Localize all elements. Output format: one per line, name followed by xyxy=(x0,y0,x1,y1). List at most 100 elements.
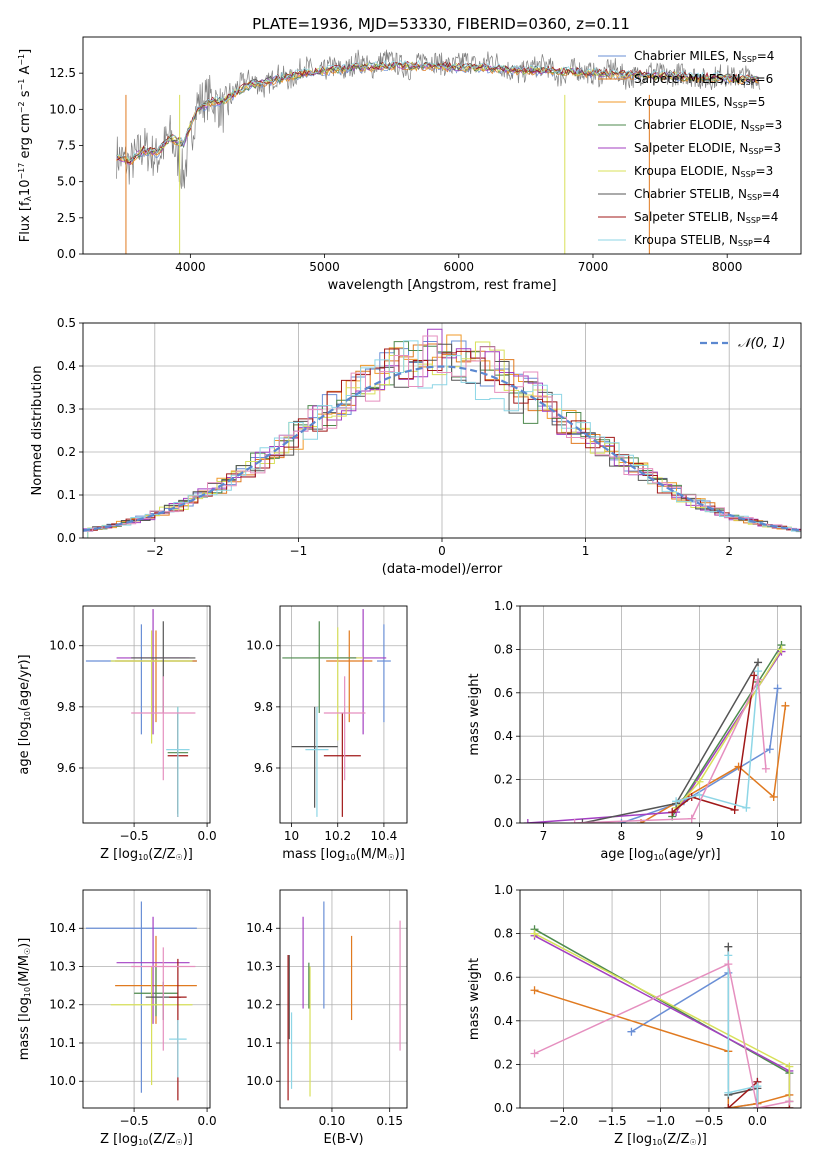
x-tick-label: 0.0 xyxy=(198,829,217,843)
weight-line xyxy=(527,651,783,823)
weight-marker xyxy=(742,803,751,812)
x-tick-label: 0 xyxy=(438,544,446,558)
plot-area xyxy=(85,901,197,1101)
x-tick-label: −2.0 xyxy=(549,1114,578,1128)
legend-label: Kroupa MILES, NSSP=5 xyxy=(634,95,765,110)
weight-line xyxy=(640,705,787,823)
weight-line xyxy=(534,989,790,1108)
axes-frame xyxy=(279,889,408,1109)
y-tick-label: 9.6 xyxy=(254,761,273,775)
x-tick-label: 0.0 xyxy=(198,1114,217,1128)
y-tick-label: 2.5 xyxy=(57,211,76,225)
panel-age-vs-mass: 10 10.2 10.4 9.6 9.8 10.0 mass [log10(M/M☉)] xyxy=(246,605,408,862)
x-axis-label: age [log10(age/yr)] xyxy=(600,847,720,862)
y-axis-label: mass [log10(M/M☉)] xyxy=(17,938,32,1061)
legend-label: Kroupa ELODIE, NSSP=3 xyxy=(634,164,773,179)
gaussian-curve xyxy=(83,365,801,532)
x-tick-label: 10.2 xyxy=(324,829,351,843)
weight-marker xyxy=(617,819,626,823)
weight-marker xyxy=(530,1049,539,1058)
y-tick-label: 0.8 xyxy=(494,642,513,656)
x-tick-label: −1 xyxy=(290,544,308,558)
x-axis-label: E(B-V) xyxy=(323,1132,363,1147)
panel-mass-vs-Z: −0.5 0.0 10.0 10.1 10.2 10.3 10.4 Z [log10(Z/Z☉… xyxy=(17,889,217,1147)
axes-frame xyxy=(279,605,408,824)
y-tick-label: 10.0 xyxy=(49,1074,76,1088)
axes-frame xyxy=(82,889,211,1109)
plot-area xyxy=(116,49,761,254)
x-tick-label: 1 xyxy=(582,544,590,558)
weight-marker xyxy=(754,667,763,676)
y-tick-label: 10.0 xyxy=(49,639,76,653)
weight-marker xyxy=(769,792,778,801)
y-tick-label: 0.0 xyxy=(494,1101,513,1115)
x-tick-label: 0.15 xyxy=(376,1114,403,1128)
weight-line xyxy=(582,662,759,823)
y-tick-label: 0.4 xyxy=(57,359,76,373)
weight-marker xyxy=(687,814,696,823)
weight-marker xyxy=(753,1082,762,1091)
x-tick-label: 10.4 xyxy=(371,829,398,843)
x-tick-label: −0.5 xyxy=(120,829,149,843)
legend-label: Salpeter ELODIE, NSSP=3 xyxy=(634,141,781,156)
y-tick-label: 0.2 xyxy=(57,445,76,459)
weight-marker xyxy=(530,986,539,995)
x-tick-label: 7 xyxy=(540,829,548,843)
y-tick-label: 0.4 xyxy=(494,1014,513,1028)
y-tick-label: 10.2 xyxy=(49,998,76,1012)
x-tick-label: 9 xyxy=(696,829,704,843)
x-axis-label: mass [log10(M/M☉)] xyxy=(282,847,405,862)
x-tick-label: −0.5 xyxy=(120,1114,149,1128)
plot-area xyxy=(287,901,401,1101)
weight-marker xyxy=(730,805,739,814)
panel-mass-weight-vs-age: 7 8 9 10 0.0 0.2 0.4 0.6 0.8 1.0 age [log10(age/yr… xyxy=(467,599,802,862)
model-spectrum xyxy=(116,59,759,162)
legend-label: Chabrier MILES, NSSP=4 xyxy=(634,49,774,64)
x-tick-label: −1.5 xyxy=(597,1114,626,1128)
y-tick-label: 10.2 xyxy=(246,998,273,1012)
y-tick-label: 7.5 xyxy=(57,139,76,153)
y-tick-label: 9.8 xyxy=(57,700,76,714)
axes-frame xyxy=(82,36,802,255)
y-tick-label: 0.0 xyxy=(57,531,76,545)
weight-marker xyxy=(761,764,770,773)
y-tick-label: 10.1 xyxy=(246,1036,273,1050)
x-axis-label: Z [log10(Z/Z☉)] xyxy=(614,1132,707,1147)
weight-marker xyxy=(777,645,786,654)
weight-marker xyxy=(530,929,539,938)
y-tick-label: 0.4 xyxy=(494,729,513,743)
y-tick-label: 0.6 xyxy=(494,686,513,700)
x-tick-label: 0.10 xyxy=(319,1114,346,1128)
y-tick-label: 0.0 xyxy=(494,816,513,830)
weight-marker xyxy=(668,808,677,817)
legend-label: Chabrier STELIB, NSSP=4 xyxy=(634,187,780,202)
x-tick-label: 8 xyxy=(618,829,626,843)
weight-marker xyxy=(765,745,774,754)
weight-marker xyxy=(724,1104,733,1108)
legend-label: Kroupa STELIB, NSSP=4 xyxy=(634,233,771,248)
x-axis-label: Z [log10(Z/Z☉)] xyxy=(100,1132,193,1147)
panel-mass-vs-ebv: 0.10 0.15 10.0 10.1 10.2 10.3 10.4 E(B-V) xyxy=(246,889,408,1147)
y-tick-label: 10.0 xyxy=(49,102,76,116)
weight-marker xyxy=(785,1097,794,1106)
x-axis-label: Z [log10(Z/Z☉)] xyxy=(100,847,193,862)
weight-marker xyxy=(695,777,704,786)
axes-frame xyxy=(519,889,802,1109)
weight-marker xyxy=(724,960,733,969)
x-tick-label: 2 xyxy=(725,544,733,558)
figure-title: PLATE=1936, MJD=53330, FIBERID=0360, z=0… xyxy=(252,15,630,33)
legend-label: Salpeter MILES, NSSP=6 xyxy=(634,72,773,87)
y-tick-label: 0.6 xyxy=(494,970,513,984)
axes-frame xyxy=(82,322,802,539)
weight-line xyxy=(675,671,759,809)
y-tick-label: 0.2 xyxy=(494,1057,513,1071)
x-tick-label: 7000 xyxy=(578,260,609,274)
plot-area xyxy=(523,641,790,823)
x-tick-label: −2 xyxy=(146,544,164,558)
y-tick-label: 12.5 xyxy=(49,66,76,80)
weight-marker xyxy=(754,658,763,667)
weight-marker xyxy=(570,819,579,823)
y-tick-label: 10.0 xyxy=(246,639,273,653)
y-tick-label: 10.3 xyxy=(246,959,273,973)
panel-spectrum: 4000 5000 6000 7000 8000 0.0 2.5 5.0 7.5 10.0 12.5… xyxy=(17,36,802,293)
